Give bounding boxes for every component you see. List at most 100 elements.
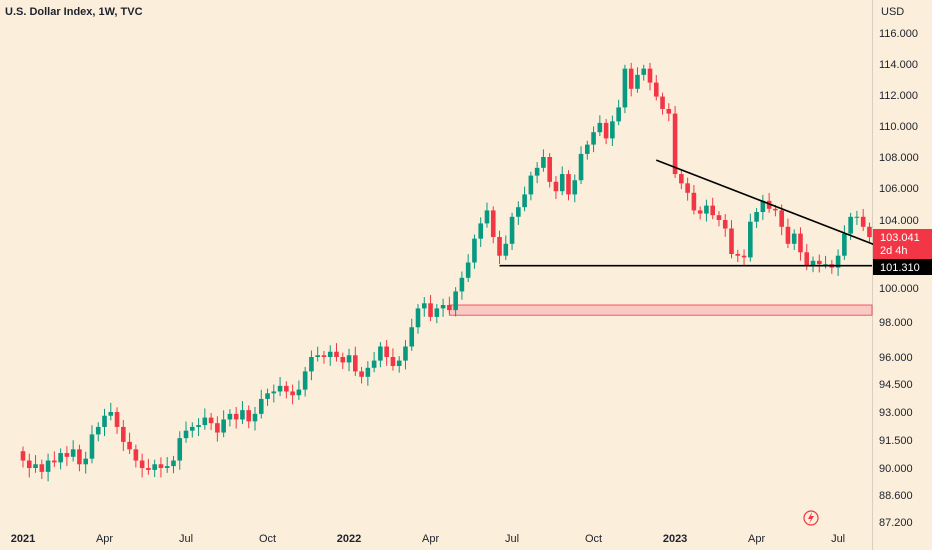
x-tick-4: 2022	[337, 533, 361, 545]
candle-body-96	[622, 68, 628, 108]
candle-body-117	[754, 212, 759, 222]
candle-body-54	[359, 371, 364, 377]
candle-body-113	[729, 228, 734, 254]
candle-body-125	[804, 252, 810, 266]
candle-body-57	[378, 346, 383, 361]
candle-body-66	[434, 308, 440, 317]
candle-body-85	[553, 181, 559, 192]
current-price-label: 103.041 2d 4h	[873, 229, 932, 259]
x-tick-6: Jul	[505, 533, 519, 545]
candle-body-126	[810, 260, 816, 266]
candle-body-14	[108, 412, 114, 416]
y-tick-5: 106.000	[879, 183, 919, 195]
y-tick-12: 93.000	[879, 407, 913, 419]
candle-body-105	[679, 174, 684, 184]
current-price-value: 103.041	[880, 232, 920, 244]
candle-body-70	[459, 277, 465, 292]
candle-body-91	[591, 132, 596, 145]
zone-rect	[448, 304, 873, 316]
candle-body-44	[296, 389, 302, 396]
candle-body-65	[428, 303, 433, 317]
candle-body-36	[246, 410, 252, 422]
candle-body-134	[860, 216, 866, 227]
candle-body-103	[666, 108, 672, 114]
x-tick-3: Oct	[259, 533, 276, 545]
candle-body-16	[121, 426, 126, 442]
candle-body-15	[114, 412, 120, 427]
lightning-icon[interactable]	[803, 510, 819, 526]
candle-body-13	[102, 415, 107, 427]
candle-body-109	[704, 205, 709, 214]
candle-body-102	[660, 96, 665, 109]
candle-body-107	[691, 192, 697, 211]
y-tick-3: 110.000	[879, 121, 918, 133]
y-tick-1: 114.000	[879, 59, 918, 71]
candle-body-5	[52, 460, 57, 463]
candle-body-111	[716, 215, 722, 220]
candle-body-120	[773, 208, 778, 211]
candle-body-95	[616, 107, 621, 122]
trend-line	[655, 159, 908, 259]
candle-body-123	[791, 233, 797, 244]
candle-body-116	[748, 221, 753, 258]
candle-body-88	[572, 180, 578, 195]
candle-body-64	[421, 303, 427, 309]
x-tick-2: Jul	[179, 533, 193, 545]
candle-body-82	[534, 167, 540, 176]
candle-body-41	[277, 385, 283, 392]
candle-body-47	[315, 355, 320, 357]
candle-body-0	[20, 451, 26, 461]
candle-body-33	[227, 413, 233, 420]
candle-body-92	[597, 122, 603, 133]
candle-body-78	[509, 216, 515, 244]
chart-title: U.S. Dollar Index, 1W, TVC	[5, 6, 143, 18]
candle-body-8	[70, 449, 76, 457]
candle-body-135	[867, 226, 872, 237]
candle-body-26	[183, 430, 189, 439]
candle-body-71	[465, 262, 471, 278]
candle-body-86	[559, 174, 565, 192]
candle-body-23	[164, 466, 170, 468]
candle-body-6	[58, 453, 63, 463]
candle-body-90	[585, 144, 590, 154]
support-price-label: 101.310	[873, 259, 932, 275]
candle-body-49	[327, 351, 333, 357]
candle-body-24	[171, 460, 176, 467]
candle-body-18	[133, 449, 139, 461]
y-tick-9: 98.000	[879, 317, 913, 329]
candle-body-17	[127, 441, 132, 450]
support-price-box	[873, 259, 932, 275]
candle-body-131	[842, 233, 847, 256]
current-price-box	[873, 229, 932, 259]
candle-body-4	[45, 460, 51, 472]
candle-body-20	[146, 468, 151, 470]
candle-body-7	[64, 453, 70, 457]
candle-body-106	[685, 183, 690, 193]
currency-label: USD	[881, 6, 904, 18]
x-tick-7: Oct	[585, 533, 602, 545]
candle-body-115	[741, 255, 747, 258]
candle-body-124	[798, 233, 803, 253]
candle-body-42	[284, 385, 289, 392]
candle-body-52	[346, 355, 352, 363]
candle-body-72	[472, 238, 477, 263]
candle-body-56	[371, 360, 377, 368]
candle-body-122	[785, 226, 791, 244]
candle-body-31	[215, 423, 220, 433]
y-tick-2: 112.000	[879, 90, 918, 102]
candle-body-39	[265, 393, 270, 399]
candle-body-77	[503, 243, 509, 256]
candle-body-43	[290, 391, 295, 396]
x-tick-1: Apr	[96, 533, 113, 545]
candle-body-79	[516, 207, 521, 217]
candle-body-87	[566, 174, 571, 195]
candle-body-53	[353, 355, 358, 372]
candle-body-132	[848, 216, 853, 234]
candle-body-3	[39, 464, 45, 472]
countdown-value: 2d 4h	[880, 245, 908, 257]
candle-body-74	[484, 210, 490, 224]
candle-body-22	[158, 464, 164, 468]
candle-body-32	[221, 419, 226, 433]
candle-body-34	[233, 413, 239, 420]
